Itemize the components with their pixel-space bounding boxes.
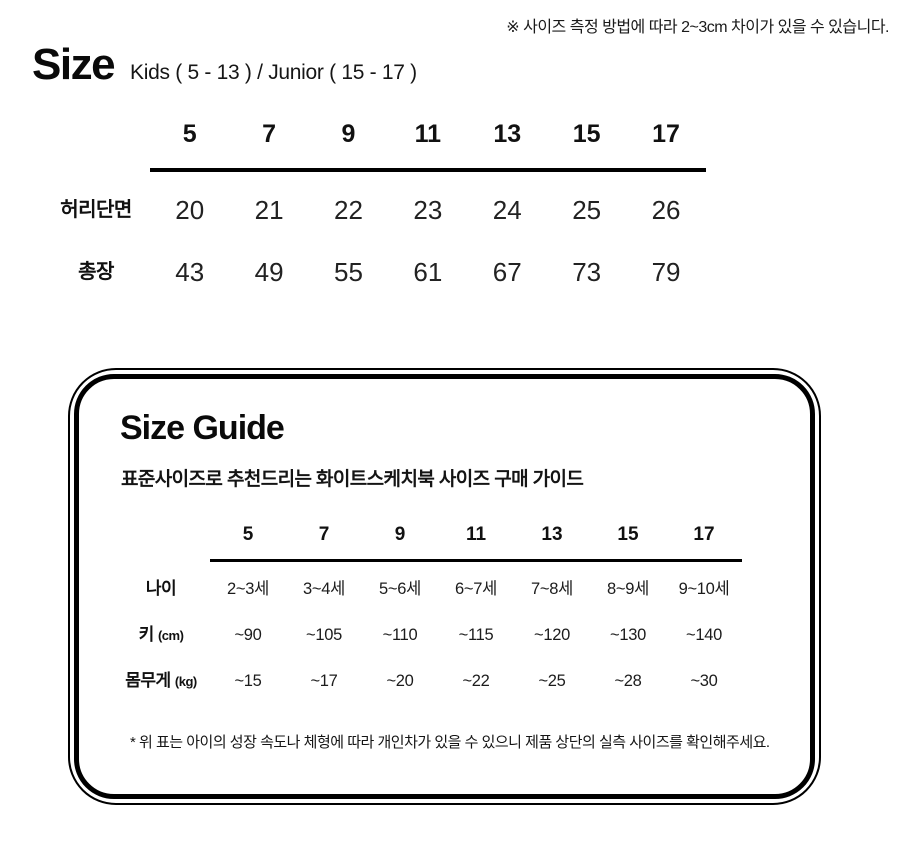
size-column-header: 17 — [652, 120, 680, 148]
row-label-height: 키 (cm) — [112, 612, 210, 658]
size-value: 22 — [334, 195, 363, 225]
height-value: ~115 — [458, 626, 494, 644]
row-label-unit: (kg) — [174, 674, 197, 689]
table-divider-line — [150, 168, 706, 172]
age-value: 3~4세 — [303, 580, 345, 598]
height-value: ~110 — [382, 626, 418, 644]
row-label-waist: 허리단면 — [60, 199, 132, 221]
size-value: 67 — [492, 257, 522, 287]
table-divider-line — [210, 559, 742, 562]
size-column-header: 11 — [414, 120, 442, 148]
table-row: 총장 43 49 55 61 67 73 79 — [42, 241, 706, 303]
size-guide-table: 5 7 9 11 13 15 17 나이 2~3세 3~4세 5~6세 6~7세… — [112, 517, 742, 704]
size-value: 73 — [572, 257, 602, 287]
size-value: 61 — [413, 257, 443, 287]
row-label-text: 키 — [138, 625, 155, 644]
age-value: 8~9세 — [607, 580, 649, 598]
size-guide-footnote: * 위 표는 아이의 성장 속도나 체형에 따라 개인차가 있을 수 있으니 제… — [130, 734, 770, 751]
weight-value: ~17 — [310, 672, 338, 690]
size-column-header: 5 — [182, 120, 197, 148]
size-column-header: 15 — [572, 120, 601, 148]
page-subtitle: Kids ( 5 - 13 ) / Junior ( 15 - 17 ) — [130, 61, 417, 84]
size-guide-subtitle: 표준사이즈로 추천드리는 화이트스케치북 사이즈 구매 가이드 — [121, 469, 584, 490]
age-value: 9~10세 — [678, 580, 730, 598]
size-column-header: 17 — [693, 524, 715, 545]
row-label-weight: 몸무게 (kg) — [112, 658, 210, 704]
size-value: 23 — [413, 195, 443, 225]
age-value: 2~3세 — [227, 580, 269, 598]
table-row: 키 (cm) ~90 ~105 ~110 ~115 ~120 ~130 ~140 — [112, 612, 742, 658]
measurement-note: ※ 사이즈 측정 방법에 따라 2~3cm 차이가 있을 수 있습니다. — [506, 19, 889, 36]
size-value: 79 — [651, 257, 681, 287]
header-spacer — [42, 112, 150, 156]
height-value: ~120 — [534, 626, 570, 644]
table-row: 나이 2~3세 3~4세 5~6세 6~7세 7~8세 8~9세 9~10세 — [112, 566, 742, 612]
weight-value: ~20 — [386, 672, 414, 690]
page-header: Size Kids ( 5 - 13 ) / Junior ( 15 - 17 … — [32, 40, 417, 90]
weight-value: ~15 — [234, 672, 262, 690]
size-guide-title: Size Guide — [120, 409, 285, 447]
weight-value: ~30 — [690, 672, 718, 690]
weight-value: ~25 — [538, 672, 566, 690]
size-column-header: 5 — [242, 524, 254, 545]
size-guide-box-inner-border: Size Guide 표준사이즈로 추천드리는 화이트스케치북 사이즈 구매 가… — [74, 374, 815, 799]
table-row: 허리단면 20 21 22 23 24 25 26 — [42, 179, 706, 241]
height-value: ~130 — [610, 626, 646, 644]
height-value: ~90 — [234, 626, 262, 644]
size-value: 49 — [254, 257, 284, 287]
size-column-header: 15 — [617, 524, 639, 545]
size-value: 43 — [175, 257, 205, 287]
size-column-header: 9 — [394, 524, 406, 545]
size-guide-box: Size Guide 표준사이즈로 추천드리는 화이트스케치북 사이즈 구매 가… — [68, 368, 821, 805]
size-column-header: 11 — [465, 524, 487, 545]
age-value: 7~8세 — [531, 580, 573, 598]
row-label-text: 몸무게 — [125, 671, 171, 690]
age-value: 6~7세 — [455, 580, 497, 598]
size-value: 25 — [572, 195, 602, 225]
size-value: 55 — [334, 257, 363, 287]
row-label-unit: (cm) — [157, 628, 184, 643]
size-column-header: 13 — [493, 120, 522, 148]
size-value: 24 — [492, 195, 522, 225]
age-value: 5~6세 — [379, 580, 421, 598]
row-label-age: 나이 — [145, 579, 177, 598]
height-value: ~140 — [686, 626, 722, 644]
table-row: 몸무게 (kg) ~15 ~17 ~20 ~22 ~25 ~28 ~30 — [112, 658, 742, 704]
weight-value: ~28 — [614, 672, 642, 690]
size-table-header-row: 5 7 9 11 13 15 17 — [42, 112, 706, 156]
size-column-header: 7 — [318, 524, 330, 545]
page-title: Size — [32, 40, 116, 89]
size-value: 20 — [175, 195, 205, 225]
header-spacer — [112, 517, 210, 553]
size-value: 26 — [651, 195, 681, 225]
guide-header-row: 5 7 9 11 13 15 17 — [112, 517, 742, 553]
row-label-length: 총장 — [78, 261, 114, 283]
weight-value: ~22 — [462, 672, 490, 690]
size-table: 5 7 9 11 13 15 17 허리단면 20 21 22 23 24 25… — [42, 112, 706, 303]
size-column-header: 9 — [341, 120, 356, 148]
size-column-header: 13 — [541, 524, 563, 545]
height-value: ~105 — [306, 626, 342, 644]
size-column-header: 7 — [262, 120, 277, 148]
size-value: 21 — [254, 195, 284, 225]
